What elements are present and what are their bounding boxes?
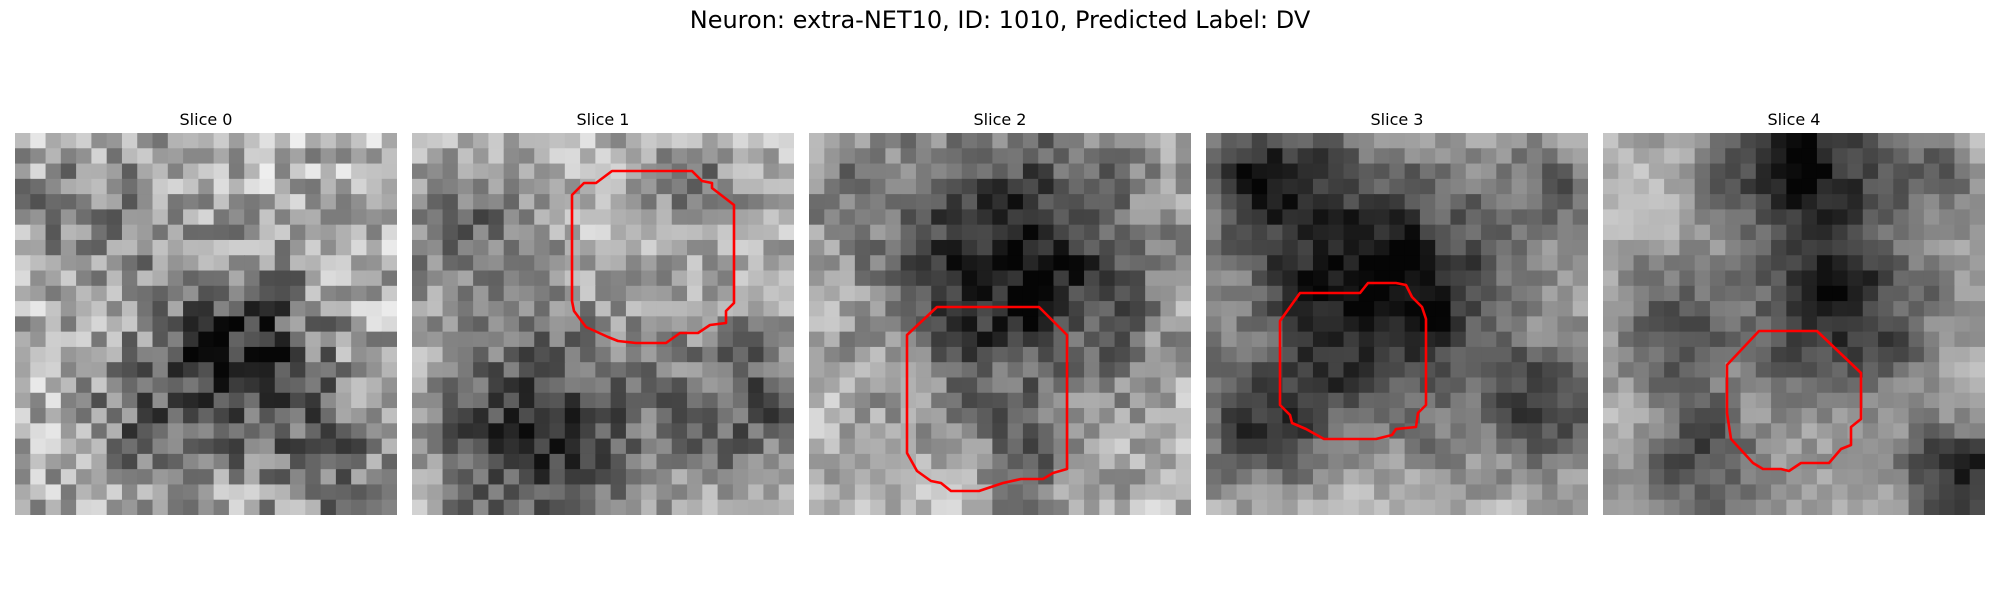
slice-panel-1: Slice 1 [412, 108, 794, 515]
roi-contour [570, 169, 736, 345]
microscopy-slice-image [809, 133, 1191, 515]
pixel-grid [1206, 133, 1588, 515]
microscopy-slice-image [1603, 133, 1985, 515]
pixel-grid [1603, 133, 1985, 515]
slice-title: Slice 4 [1767, 110, 1821, 129]
slice-title: Slice 3 [1370, 110, 1424, 129]
pixel-grid [15, 133, 397, 515]
microscopy-slice-image [1206, 133, 1588, 515]
slice-panel-2: Slice 2 [809, 108, 1191, 515]
slice-panel-0: Slice 0 [15, 108, 397, 515]
roi-contour [1725, 329, 1863, 473]
slice-title: Slice 0 [179, 110, 233, 129]
pixel-grid [809, 133, 1191, 515]
roi-contour [905, 305, 1069, 493]
microscopy-slice-image [412, 133, 794, 515]
microscopy-slice-image [15, 133, 397, 515]
pixel-grid [412, 133, 794, 515]
slice-title: Slice 1 [576, 110, 630, 129]
figure-title: Neuron: extra-NET10, ID: 1010, Predicted… [689, 6, 1311, 34]
slice-panel-4: Slice 4 [1603, 108, 1985, 515]
roi-contour [1278, 281, 1428, 441]
slice-panel-3: Slice 3 [1206, 108, 1588, 515]
slice-title: Slice 2 [973, 110, 1027, 129]
